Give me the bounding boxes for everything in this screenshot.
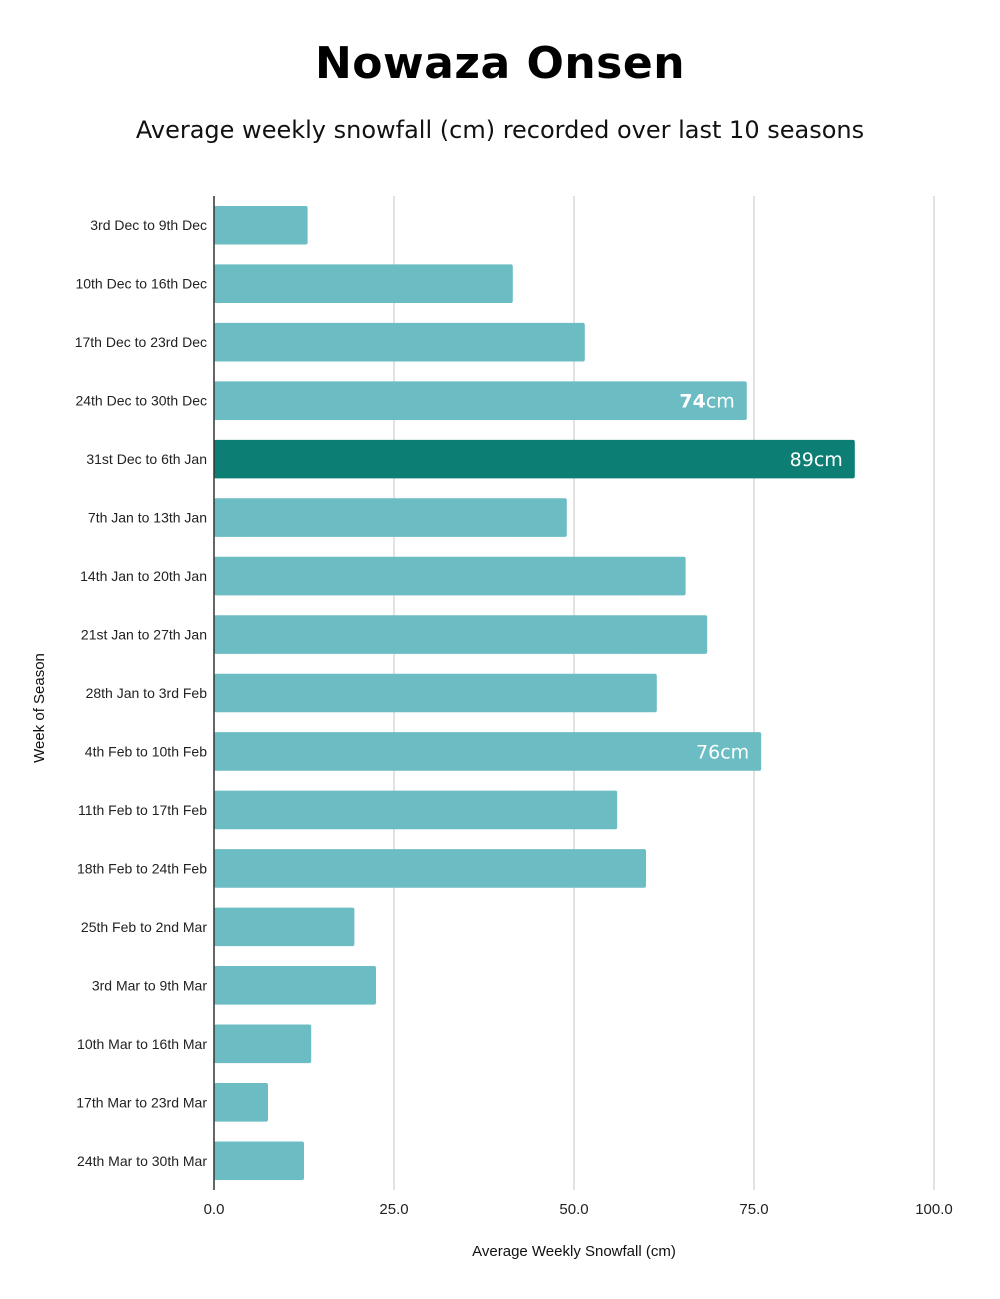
category-label: 17th Dec to 23rd Dec xyxy=(75,334,207,350)
x-tick-label: 100.0 xyxy=(915,1201,953,1218)
bar xyxy=(214,1141,304,1181)
x-tick-labels: 0.0 25.0 50.0 75.0 100.0 xyxy=(204,1201,953,1218)
bar xyxy=(214,498,567,537)
y-axis-title: Week of Season xyxy=(31,653,48,763)
chart-subtitle: Average weekly snowfall (cm) recorded ov… xyxy=(135,116,865,144)
category-label: 10th Dec to 16th Dec xyxy=(75,276,207,292)
category-label: 21st Jan to 27th Jan xyxy=(81,627,207,643)
category-label: 10th Mar to 16th Mar xyxy=(77,1036,207,1052)
x-tick-label: 50.0 xyxy=(559,1201,588,1218)
data-label: 76cm xyxy=(696,741,749,763)
data-label-number: 89 xyxy=(790,449,814,471)
category-label: 3rd Mar to 9th Mar xyxy=(92,977,207,993)
data-label: 74cm xyxy=(679,391,734,413)
bar xyxy=(214,615,708,654)
bar xyxy=(214,556,686,596)
bar xyxy=(214,907,355,947)
category-label: 18th Feb to 24th Feb xyxy=(77,860,207,876)
bar xyxy=(214,849,646,888)
bar-highlight xyxy=(214,439,855,479)
bar xyxy=(214,790,618,830)
category-label: 24th Dec to 30th Dec xyxy=(75,393,207,409)
data-label-unit: cm xyxy=(814,449,843,471)
bar xyxy=(214,264,513,304)
bar xyxy=(214,673,657,713)
bar xyxy=(214,205,308,245)
x-tick-label: 0.0 xyxy=(204,1201,225,1218)
data-label-number: 76 xyxy=(696,741,720,763)
x-tick-label: 75.0 xyxy=(739,1201,768,1218)
data-label-unit: cm xyxy=(706,391,735,413)
bars xyxy=(214,205,855,1181)
category-label: 3rd Dec to 9th Dec xyxy=(90,217,207,233)
bar xyxy=(214,732,762,771)
x-tick-label: 25.0 xyxy=(379,1201,408,1218)
data-label-number: 74 xyxy=(679,391,705,413)
bar xyxy=(214,1024,312,1064)
data-label: 89cm xyxy=(790,449,843,471)
chart-title: Nowaza Onsen xyxy=(314,38,686,89)
category-label: 25th Feb to 2nd Mar xyxy=(81,919,207,935)
bar xyxy=(214,381,747,420)
category-label: 31st Dec to 6th Jan xyxy=(86,451,207,467)
category-label: 4th Feb to 10th Feb xyxy=(85,743,207,759)
category-label: 14th Jan to 20th Jan xyxy=(80,568,207,584)
category-labels: 3rd Dec to 9th Dec 10th Dec to 16th Dec 17… xyxy=(75,217,208,1169)
x-axis-title: Average Weekly Snowfall (cm) xyxy=(472,1243,676,1260)
bar xyxy=(214,1082,268,1122)
category-label: 17th Mar to 23rd Mar xyxy=(76,1094,207,1110)
category-label: 11th Feb to 17th Feb xyxy=(78,802,207,818)
data-label-unit: cm xyxy=(720,741,749,763)
bar xyxy=(214,322,585,362)
category-label: 24th Mar to 30th Mar xyxy=(77,1153,207,1169)
category-label: 28th Jan to 3rd Feb xyxy=(86,685,208,701)
bar xyxy=(214,966,376,1005)
category-label: 7th Jan to 13th Jan xyxy=(88,510,207,526)
